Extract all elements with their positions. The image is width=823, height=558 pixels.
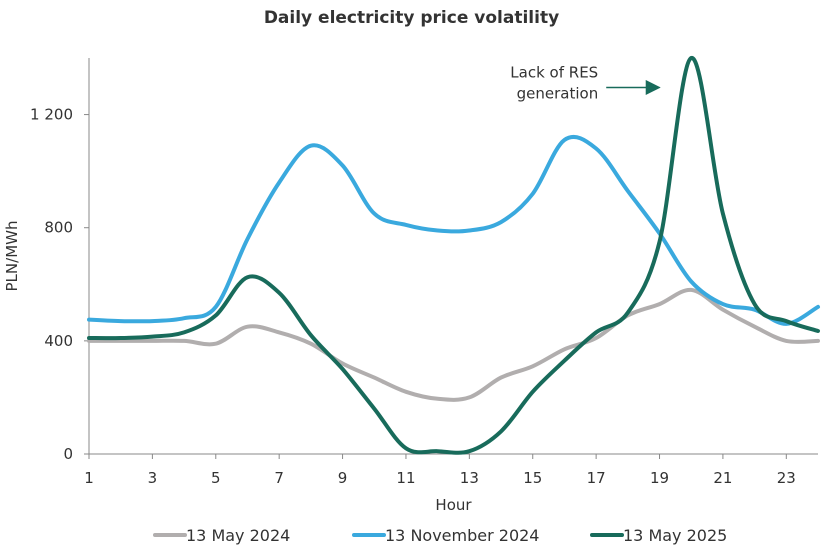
x-axis-title: Hour xyxy=(435,496,472,514)
chart-title: Daily electricity price volatility xyxy=(263,8,560,28)
x-tick-label: 23 xyxy=(777,469,796,487)
x-tick-label: 5 xyxy=(211,469,221,487)
annotation-text-line-2: generation xyxy=(517,84,599,102)
x-tick-label: 13 xyxy=(460,469,479,487)
x-tick-label: 3 xyxy=(148,469,158,487)
annotation-text-line-1: Lack of RES xyxy=(510,63,598,81)
x-tick-label: 17 xyxy=(587,469,606,487)
x-tick-label: 21 xyxy=(713,469,732,487)
y-axis-title: PLN/MWh xyxy=(3,221,21,292)
series-line-3 xyxy=(87,55,820,455)
x-tick-label: 7 xyxy=(274,469,284,487)
x-tick-label: 1 xyxy=(84,469,94,487)
x-tick-label: 15 xyxy=(523,469,542,487)
y-tick-label: 400 xyxy=(44,332,73,350)
legend-label-3: 13 May 2025 xyxy=(623,526,727,545)
legend-label-2: 13 November 2024 xyxy=(385,526,539,545)
y-tick-label: 800 xyxy=(44,219,73,237)
y-tick-label: 1 200 xyxy=(30,106,73,124)
series-line-1 xyxy=(87,287,820,402)
x-tick-label: 11 xyxy=(396,469,415,487)
legend-label-1: 13 May 2024 xyxy=(186,526,290,545)
x-tick-label: 19 xyxy=(650,469,669,487)
x-tick-label: 9 xyxy=(338,469,348,487)
series-line-2 xyxy=(87,134,820,326)
y-tick-label: 0 xyxy=(63,445,73,463)
